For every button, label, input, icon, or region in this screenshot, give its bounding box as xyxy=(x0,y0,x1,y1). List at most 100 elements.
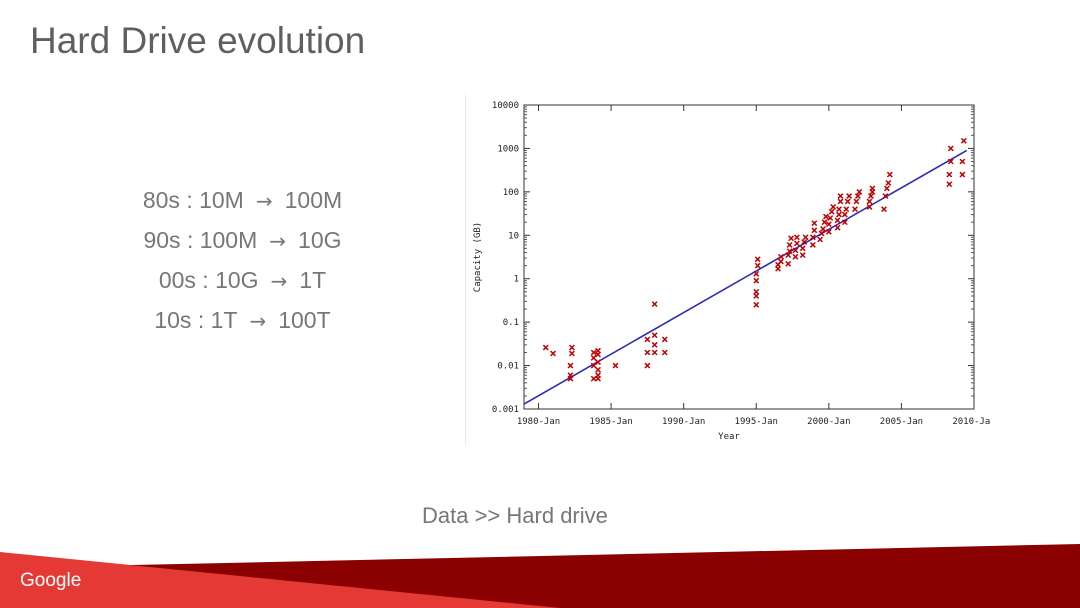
data-point xyxy=(811,220,818,227)
data-point xyxy=(590,349,597,356)
x-tick-label: 2000-Jan xyxy=(807,417,850,427)
right-arrow-icon: → xyxy=(255,189,273,213)
data-point xyxy=(817,236,824,243)
data-point xyxy=(644,362,651,369)
data-point xyxy=(754,262,761,269)
data-point xyxy=(836,211,842,218)
decade-capacity-list: 80s : 10M → 100M 90s : 100M → 10G 00s : 10G →… xyxy=(110,180,375,340)
x-tick-label: 2010-Jan xyxy=(952,417,991,427)
data-point xyxy=(837,198,844,205)
data-point xyxy=(828,208,835,215)
y-tick-label: 0.1 xyxy=(503,318,519,328)
data-point xyxy=(836,206,842,213)
data-point xyxy=(661,336,668,343)
data-point xyxy=(844,198,851,205)
data-point xyxy=(841,219,848,226)
data-point xyxy=(809,241,816,248)
google-logo: Google xyxy=(20,570,82,591)
data-point xyxy=(793,234,800,241)
data-point xyxy=(792,253,799,260)
data-point xyxy=(595,375,601,382)
data-point xyxy=(778,253,784,260)
data-point xyxy=(959,158,966,165)
data-point xyxy=(854,193,861,199)
data-point xyxy=(612,362,619,369)
data-point xyxy=(825,228,832,235)
capacity-scatter-plot: 0.001 0.01 0.1 1 10 100 1000 10000 1980-Jan 1985-… xyxy=(473,101,996,442)
right-arrow-icon: → xyxy=(269,229,287,253)
decade-capacity-start: 80s : 10M xyxy=(142,187,244,213)
data-point xyxy=(651,349,658,356)
data-point xyxy=(799,252,806,259)
data-point xyxy=(818,230,825,237)
data-point xyxy=(792,247,799,254)
y-axis-label: Capacity (GB) xyxy=(473,222,483,292)
data-point xyxy=(786,248,793,255)
data-point xyxy=(856,188,863,195)
data-point xyxy=(825,221,832,228)
right-arrow-icon: → xyxy=(270,269,288,293)
data-point xyxy=(946,171,953,178)
list-item: 00s : 10G → 1T xyxy=(110,260,375,300)
data-point xyxy=(853,198,860,205)
data-point xyxy=(799,245,806,252)
data-point xyxy=(567,362,574,369)
data-point xyxy=(568,344,575,351)
data-point xyxy=(866,198,873,205)
data-point xyxy=(595,359,601,366)
decade-capacity-start: 00s : 10G xyxy=(158,267,259,293)
list-item: 10s : 1T → 100T xyxy=(110,300,375,340)
data-point xyxy=(567,372,574,379)
data-point xyxy=(886,171,893,178)
data-point xyxy=(885,180,892,186)
decade-capacity-start: 10s : 1T xyxy=(154,307,238,333)
slide-caption: Data >> Hard drive xyxy=(422,503,608,528)
data-point xyxy=(595,347,601,354)
data-point xyxy=(753,277,760,284)
data-point xyxy=(866,203,873,210)
list-item: 90s : 100M → 10G xyxy=(110,220,375,260)
y-tick-label: 10000 xyxy=(492,101,519,111)
data-point xyxy=(661,349,668,356)
data-point xyxy=(960,137,967,144)
y-tick-label: 1000 xyxy=(497,144,519,154)
data-point xyxy=(868,193,874,199)
x-tick-label: 1990-Jan xyxy=(662,417,705,427)
data-point xyxy=(846,193,853,199)
data-point xyxy=(837,193,844,199)
data-point xyxy=(786,241,793,248)
data-point xyxy=(841,211,848,218)
list-item: 80s : 10M → 100M xyxy=(110,180,375,220)
plot-frame xyxy=(523,104,975,410)
data-point xyxy=(830,203,837,210)
y-tick-label: 0.001 xyxy=(492,405,519,415)
data-point xyxy=(542,344,549,351)
y-tick-label: 0.01 xyxy=(497,362,519,372)
trend-line xyxy=(523,149,968,405)
data-point xyxy=(852,206,858,213)
data-point xyxy=(595,366,601,373)
decade-capacity-start: 90s : 100M xyxy=(143,227,258,253)
y-tick-label: 1 xyxy=(514,275,519,285)
data-point xyxy=(568,350,575,357)
capacity-chart: 0.001 0.01 0.1 1 10 100 1000 10000 1980-Jan 1985-… xyxy=(465,95,996,445)
data-point xyxy=(883,185,890,192)
data-point xyxy=(778,258,784,265)
data-point xyxy=(834,217,841,224)
data-point xyxy=(793,240,800,247)
decade-capacity-end: 100T xyxy=(278,307,331,333)
data-point xyxy=(754,256,761,263)
x-tick-label: 1980-Jan xyxy=(517,417,560,427)
data-point xyxy=(959,171,966,178)
data-point xyxy=(823,213,829,220)
data-point xyxy=(843,206,850,213)
data-point xyxy=(802,234,809,241)
decade-capacity-end: 10G xyxy=(298,227,342,253)
data-point xyxy=(785,260,792,267)
data-point xyxy=(651,301,658,308)
data-point xyxy=(651,341,658,348)
footer-band xyxy=(0,544,1080,608)
x-axis-label: Year xyxy=(718,432,740,442)
decade-capacity-end: 1T xyxy=(299,267,327,293)
data-point xyxy=(753,301,760,308)
